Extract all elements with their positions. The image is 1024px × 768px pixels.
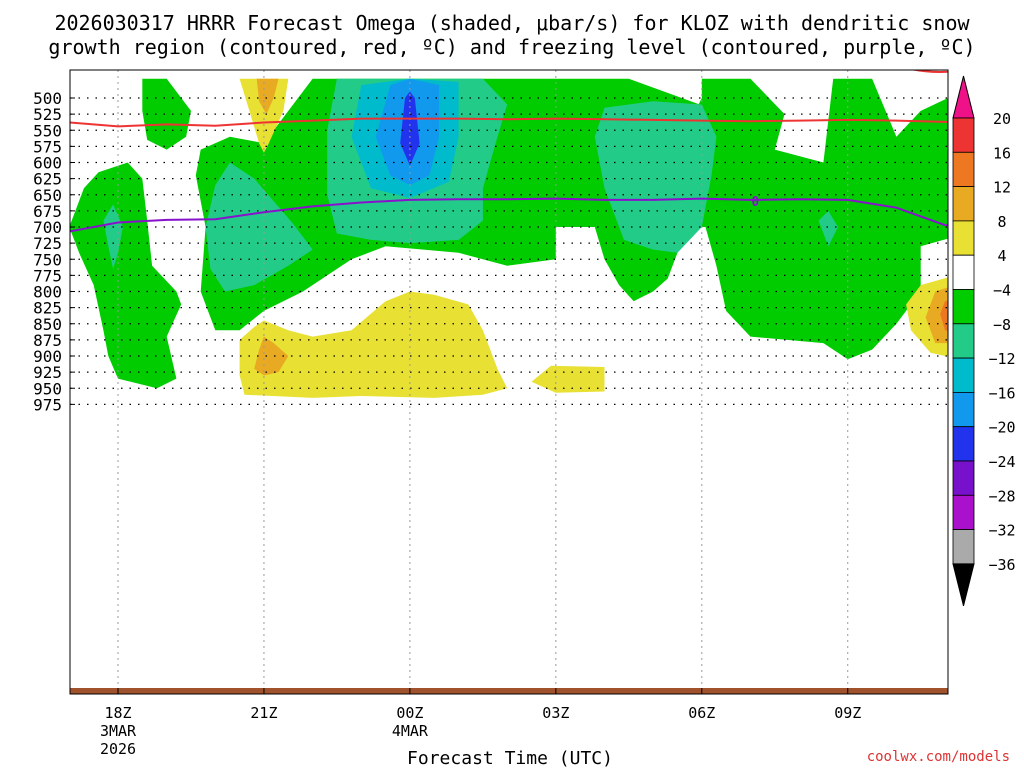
colorbar-label-1: 16 [993, 144, 1011, 162]
colorbar-swatch-12 [952, 494, 975, 530]
omega-region-yellow-upper [239, 78, 289, 153]
y-tick-label-675: 675 [33, 202, 62, 221]
omega-region-green-upper-left [142, 78, 191, 150]
y-tick-label-650: 650 [33, 186, 62, 205]
terrain-strip [70, 688, 948, 694]
y-tick-label-525: 525 [33, 105, 62, 124]
colorbar-swatch-3 [952, 186, 975, 222]
y-tick-label-775: 775 [33, 266, 62, 285]
colorbar-swatch-9 [952, 391, 975, 428]
x-tick-label-00Z: 00Z [396, 704, 423, 722]
colorbar-swatch-1 [952, 117, 975, 153]
colorbar-label-3: 8 [997, 213, 1006, 231]
colorbar-swatch-13 [952, 529, 975, 565]
x-tick-year-18Z: 2026 [100, 740, 136, 758]
colorbar-label-10: −24 [988, 453, 1015, 471]
omega-region-yellow-small [531, 365, 605, 393]
omega-region-yellow-lower [239, 291, 508, 398]
x-tick-label-03Z: 03Z [542, 704, 569, 722]
colorbar-label-7: −12 [988, 350, 1015, 368]
colorbar-label-4: 4 [997, 247, 1006, 265]
colorbar-swatch-10 [952, 426, 975, 462]
y-tick-label-625: 625 [33, 170, 62, 189]
y-tick-label-800: 800 [33, 283, 62, 302]
freezing-level-contour [70, 197, 948, 233]
x-tick-label-06Z: 06Z [688, 704, 715, 722]
y-tick-label-500: 500 [33, 89, 62, 108]
colorbar-swatch-7 [952, 323, 975, 359]
y-tick-label-575: 575 [33, 137, 62, 156]
colorbar-swatch-8 [952, 357, 975, 393]
colorbar-label-0: 20 [993, 110, 1011, 128]
omega-region-gold-right [925, 287, 948, 344]
dendritic-growth-contour-topright [910, 70, 948, 73]
colorbar-label-2: 12 [993, 179, 1011, 197]
x-tick-label-21Z: 21Z [250, 704, 277, 722]
y-tick-label-975: 975 [33, 395, 62, 414]
y-tick-label-550: 550 [33, 121, 62, 140]
y-axis: 5005255505756006256506757007257507758008… [33, 89, 75, 414]
omega-region-teal-right-low [818, 210, 838, 247]
colorbar-top-arrow [952, 75, 975, 119]
colorbar-label-5: −4 [993, 282, 1011, 300]
y-tick-label-700: 700 [33, 218, 62, 237]
colorbar-swatch-5 [952, 254, 975, 290]
colorbar-label-13: −36 [988, 556, 1015, 574]
y-tick-label-750: 750 [33, 250, 62, 269]
x-tick-label-18Z: 18Z [104, 704, 131, 722]
omega-region-teal-right-mid [594, 101, 717, 253]
y-tick-label-875: 875 [33, 331, 62, 350]
chart-title-line2: growth region (contoured, red, ºC) and f… [48, 35, 975, 59]
plot-grid [70, 70, 948, 694]
colorbar-swatch-2 [952, 151, 975, 188]
y-tick-label-950: 950 [33, 379, 62, 398]
omega-region-orange-lower [254, 336, 289, 376]
colorbar-swatch-11 [952, 460, 975, 496]
colorbar-label-8: −16 [988, 384, 1015, 402]
omega-region-green-left [70, 162, 182, 389]
colorbar-swatch-6 [952, 289, 975, 325]
colorbar-swatch-4 [952, 220, 975, 256]
y-tick-label-925: 925 [33, 363, 62, 382]
y-tick-label-850: 850 [33, 315, 62, 334]
y-tick-label-725: 725 [33, 234, 62, 253]
omega-region-darkblue-center [400, 91, 420, 166]
y-tick-label-900: 900 [33, 347, 62, 366]
colorbar-label-11: −28 [988, 487, 1015, 505]
chart-title-line1: 2026030317 HRRR Forecast Omega (shaded, … [54, 11, 970, 35]
colorbar: 20 16 12 8 4 −4 −8 −12 −16 −20 −24 −28 −32 −36 [952, 75, 1016, 607]
freezing-level-label: 0 [751, 195, 759, 210]
x-axis-label: Forecast Time (UTC) [407, 748, 613, 768]
x-tick-label-09Z: 09Z [834, 704, 861, 722]
x-tick-date-00Z: 4MAR [392, 722, 429, 740]
colorbar-bottom-arrow [952, 563, 975, 607]
omega-region-gold-upper [256, 78, 279, 115]
credit-text: coolwx.com/models [867, 749, 1010, 765]
colorbar-label-12: −32 [988, 522, 1015, 540]
x-tick-date-18Z: 3MAR [100, 722, 137, 740]
y-tick-label-600: 600 [33, 154, 62, 173]
y-tick-label-825: 825 [33, 299, 62, 318]
dendritic-growth-top-contour [70, 117, 948, 128]
colorbar-label-6: −8 [993, 316, 1011, 334]
colorbar-label-9: −20 [988, 419, 1015, 437]
plot-frame [69, 69, 949, 695]
omega-shading [70, 78, 948, 398]
